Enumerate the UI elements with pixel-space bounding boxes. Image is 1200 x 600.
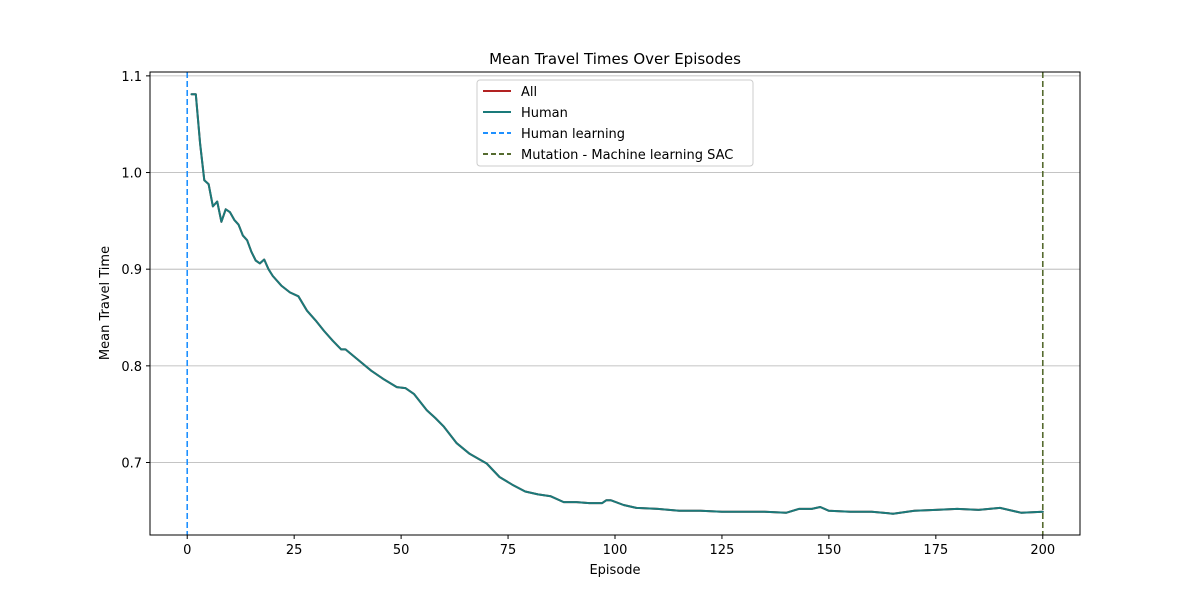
y-axis-label: Mean Travel Time	[98, 246, 113, 360]
legend-label-all: All	[521, 85, 537, 100]
chart-title: Mean Travel Times Over Episodes	[489, 50, 741, 68]
x-tick-label: 150	[816, 543, 841, 558]
legend-label-human: Human	[521, 106, 568, 121]
y-tick-label: 0.9	[121, 263, 142, 278]
legend-label-human-learning: Human learning	[521, 127, 625, 142]
x-tick-label: 175	[923, 543, 948, 558]
series-line-human	[190, 93, 1044, 515]
series-layer	[190, 93, 1044, 515]
x-axis-label: Episode	[589, 563, 640, 578]
x-tick-label: 125	[710, 543, 735, 558]
x-tick-label: 50	[393, 543, 410, 558]
y-ticks: 0.7 0.8 0.9 1.0 1.1	[121, 70, 150, 472]
grid-layer	[150, 75, 1080, 463]
x-tick-label: 100	[603, 543, 628, 558]
legend-box	[476, 79, 754, 167]
y-tick-label: 1.0	[121, 167, 142, 182]
y-tick-label: 1.1	[121, 70, 142, 85]
legend: All Human Human learning Mutation - Machine…	[476, 79, 754, 167]
x-tick-label: 25	[286, 543, 303, 558]
legend-label-mutation-machine-learning-sac: Mutation - Machine learning SAC	[521, 148, 733, 163]
x-tick-label: 0	[183, 543, 191, 558]
y-tick-label: 0.7	[121, 457, 142, 472]
x-tick-label: 200	[1030, 543, 1055, 558]
y-tick-label: 0.8	[121, 360, 142, 375]
x-ticks: 0 25 50 75 100 125 150 175 200	[183, 535, 1055, 558]
vline-layer	[186, 72, 1044, 535]
x-tick-label: 75	[500, 543, 517, 558]
